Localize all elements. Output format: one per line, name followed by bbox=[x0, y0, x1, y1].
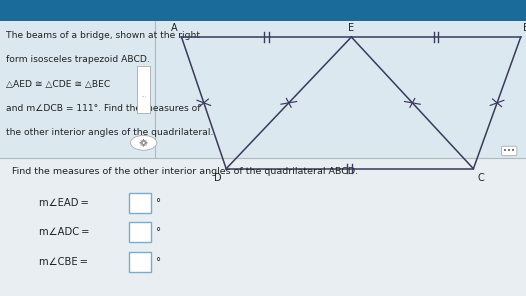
Text: ...: ... bbox=[141, 93, 146, 98]
Bar bbox=[129, 193, 151, 213]
Text: °: ° bbox=[156, 227, 161, 237]
Text: °: ° bbox=[156, 257, 161, 267]
Bar bbox=[0, 21, 526, 158]
Text: Find the measures of the other interior angles of the quadrilateral ABCD.: Find the measures of the other interior … bbox=[12, 167, 358, 176]
Text: △AED ≅ △CDE ≅ △BEC: △AED ≅ △CDE ≅ △BEC bbox=[6, 80, 110, 89]
Text: form isosceles trapezoid ABCD.: form isosceles trapezoid ABCD. bbox=[6, 55, 150, 64]
Text: •••: ••• bbox=[503, 148, 515, 154]
Bar bbox=[129, 252, 151, 272]
Text: m∠ADC =: m∠ADC = bbox=[39, 227, 90, 237]
Bar bbox=[0, 0, 526, 21]
Bar bbox=[137, 66, 150, 113]
Text: E: E bbox=[348, 23, 355, 33]
Text: B: B bbox=[523, 23, 526, 33]
Text: the other interior angles of the quadrilateral.: the other interior angles of the quadril… bbox=[6, 128, 214, 137]
Text: C: C bbox=[478, 173, 484, 183]
Bar bbox=[129, 222, 151, 242]
Text: and m∠DCB = 111°. Find the measures of: and m∠DCB = 111°. Find the measures of bbox=[6, 104, 201, 113]
Bar bbox=[0, 158, 526, 296]
Text: m∠EAD =: m∠EAD = bbox=[39, 198, 89, 208]
Text: m∠CBE =: m∠CBE = bbox=[39, 257, 88, 267]
Circle shape bbox=[130, 135, 157, 150]
Text: °: ° bbox=[156, 198, 161, 208]
Text: A: A bbox=[170, 23, 177, 33]
Text: D: D bbox=[215, 173, 222, 183]
Text: The beams of a bridge, shown at the right: The beams of a bridge, shown at the righ… bbox=[6, 31, 200, 40]
